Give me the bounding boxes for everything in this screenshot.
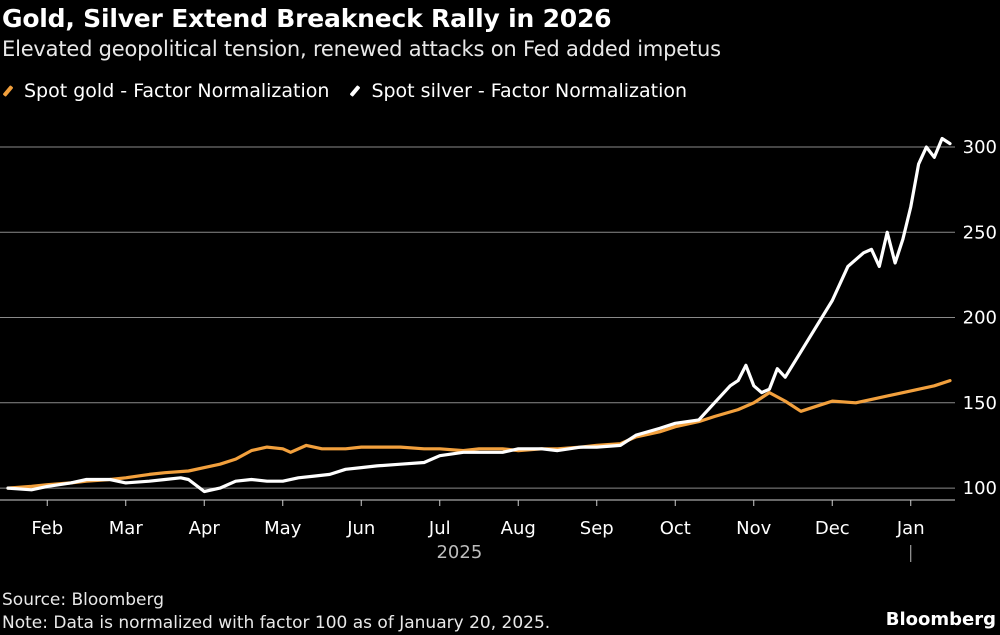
- x-tick-label: May: [264, 518, 302, 539]
- y-tick-label: 200: [963, 308, 997, 329]
- x-tick-label: Oct: [660, 518, 691, 539]
- series-lines: [6, 136, 952, 494]
- x-tick-label: Aug: [501, 518, 536, 539]
- x-tick-label: Sep: [580, 518, 614, 539]
- x-tick-label: Apr: [189, 518, 221, 539]
- chart-subtitle: Elevated geopolitical tension, renewed a…: [2, 37, 721, 61]
- x-tick-label: Nov: [736, 518, 771, 539]
- x-tick-label: Jul: [428, 518, 451, 539]
- chart-title: Gold, Silver Extend Breakneck Rally in 2…: [2, 4, 612, 33]
- gold-series-line: [6, 379, 952, 490]
- legend-label-silver: Spot silver - Factor Normalization: [371, 80, 688, 102]
- normalization-note: Note: Data is normalized with factor 100…: [2, 613, 551, 633]
- chart-legend: Spot gold - Factor Normalization Spot si…: [2, 80, 707, 102]
- y-axis-ticks: 100 150 200 250 300: [963, 137, 997, 499]
- x-axis-ticks: Feb Mar Apr May Jun Jul Aug Sep Oct Nov Dec Jan 2025: [0, 499, 955, 563]
- y-tick-label: 250: [963, 222, 997, 243]
- y-tick-label: 100: [963, 478, 997, 499]
- x-tick-label: Mar: [109, 518, 144, 539]
- legend-label-gold: Spot gold - Factor Normalization: [24, 80, 330, 102]
- y-tick-label: 150: [963, 393, 997, 414]
- x-tick-label: Feb: [31, 518, 63, 539]
- legend-item-gold: Spot gold - Factor Normalization: [2, 80, 329, 102]
- y-tick-label: 300: [963, 137, 997, 158]
- legend-item-silver: Spot silver - Factor Normalization: [349, 80, 687, 102]
- x-tick-label: Jan: [896, 518, 925, 539]
- x-tick-label: Dec: [815, 518, 850, 539]
- bloomberg-logo: Bloomberg: [885, 609, 996, 630]
- x-tick-label: Jun: [346, 518, 375, 539]
- grid-lines: [0, 146, 955, 489]
- source-note: Source: Bloomberg: [2, 590, 164, 610]
- silver-series-line: [6, 136, 952, 494]
- year-label: 2025: [436, 542, 482, 563]
